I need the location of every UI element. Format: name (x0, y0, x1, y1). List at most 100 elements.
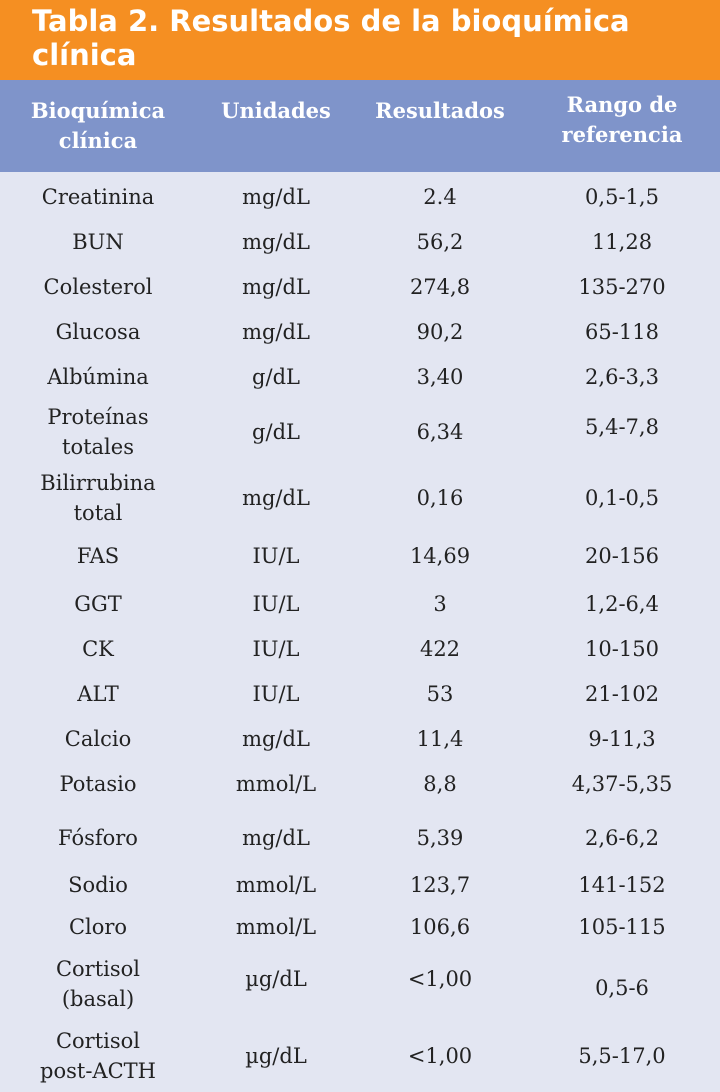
cell-range: 135-270 (578, 274, 666, 299)
cell-result: 0,16 (416, 486, 464, 510)
table-title-bar: Tabla 2. Resultados de la bioquímica clí… (0, 0, 720, 80)
cell-name: Fósforo (58, 826, 138, 850)
cell-range: 2,6-3,3 (585, 364, 659, 389)
table-row: Calcio mg/dL 11,4 9-11,3 (0, 716, 720, 761)
cell-unit: IU/L (252, 591, 300, 616)
cell-range: 4,37-5,35 (571, 771, 673, 796)
cell-unit: mg/dL (242, 184, 310, 209)
table-row: Cloro mmol/L 106,6 105-115 (0, 906, 720, 948)
header-bioquimica: Bioquímica clínica (0, 96, 196, 156)
table-header-row: Bioquímica clínica Unidades Resultados R… (0, 80, 720, 172)
cell-name-line2: (basal) (61, 987, 135, 1011)
cell-name: CK (82, 636, 114, 661)
cell-name: Bilirrubina total (0, 468, 196, 528)
cell-unit: µg/dL (245, 1044, 307, 1068)
cell-name: Cortisol post-ACTH (0, 1026, 196, 1086)
header-bioquimica-line2: clínica (58, 128, 138, 153)
header-rango-line2: referencia (561, 122, 683, 147)
cell-name-line1: Bilirrubina (40, 471, 156, 495)
cell-unit: mg/dL (242, 229, 310, 254)
cell-name: Cortisol (basal) (0, 954, 196, 1014)
table-row: Potasio mmol/L 8,8 4,37-5,35 (0, 761, 720, 806)
table-row: Cortisol (basal) µg/dL <1,00 0,5-6 (0, 948, 720, 1020)
table-row: Colesterol mg/dL 274,8 135-270 (0, 264, 720, 309)
table-title: Tabla 2. Resultados de la bioquímica clí… (32, 4, 630, 72)
table-row: Fósforo mg/dL 5,39 2,6-6,2 (0, 806, 720, 864)
cell-name: ALT (77, 681, 119, 706)
table-row: Cortisol post-ACTH µg/dL <1,00 5,5-17,0 (0, 1020, 720, 1092)
cell-range: 65-118 (585, 319, 659, 344)
cell-name: Potasio (59, 771, 137, 796)
cell-range: 1,2-6,4 (585, 591, 659, 616)
cell-range: 20-156 (585, 544, 659, 568)
cell-unit: µg/dL (245, 967, 307, 991)
header-bioquimica-line1: Bioquímica (30, 98, 166, 123)
cell-name: Glucosa (55, 319, 141, 344)
cell-name: Sodio (68, 873, 128, 897)
cell-result: 14,69 (409, 544, 471, 568)
cell-unit: IU/L (252, 681, 300, 706)
table-row: CK IU/L 422 10-150 (0, 626, 720, 671)
cell-name: GGT (74, 591, 122, 616)
table-row: Glucosa mg/dL 90,2 65-118 (0, 309, 720, 354)
table-row: GGT IU/L 3 1,2-6,4 (0, 581, 720, 626)
cell-result: 11,4 (416, 726, 464, 751)
cell-result: 8,8 (423, 771, 457, 796)
cell-range: 9-11,3 (588, 726, 656, 751)
table-row: Proteínas totales g/dL 6,34 5,4-7,8 (0, 399, 720, 465)
cell-unit: IU/L (252, 544, 300, 568)
cell-result: 3,40 (416, 364, 464, 389)
cell-range: 5,4-7,8 (585, 415, 659, 439)
cell-result: 106,6 (409, 915, 471, 939)
cell-name-line2: post-ACTH (40, 1059, 156, 1083)
cell-name-line2: total (73, 501, 123, 525)
cell-unit: mg/dL (242, 319, 310, 344)
cell-result: 274,8 (409, 274, 471, 299)
cell-range: 11,28 (591, 229, 653, 254)
cell-result: 3 (433, 591, 447, 616)
cell-name: Albúmina (47, 364, 149, 389)
cell-result: 5,39 (416, 826, 464, 850)
table-row: Sodio mmol/L 123,7 141-152 (0, 864, 720, 906)
cell-result: 422 (419, 636, 461, 661)
table-row: Creatinina mg/dL 2.4 0,5-1,5 (0, 174, 720, 219)
table-row: Albúmina g/dL 3,40 2,6-3,3 (0, 354, 720, 399)
cell-unit: g/dL (252, 420, 300, 444)
cell-name: FAS (76, 544, 120, 568)
cell-unit: mg/dL (242, 726, 310, 751)
cell-unit: mmol/L (235, 771, 317, 796)
cell-name: Proteínas totales (0, 402, 196, 462)
cell-range: 5,5-17,0 (578, 1044, 666, 1068)
cell-name: Creatinina (41, 184, 155, 209)
cell-unit: mg/dL (242, 486, 310, 510)
header-unidades: Unidades (221, 98, 331, 123)
cell-unit: mmol/L (235, 915, 317, 939)
cell-result: 56,2 (416, 229, 464, 254)
cell-name: Calcio (64, 726, 132, 751)
cell-name: BUN (72, 229, 124, 254)
cell-range: 10-150 (585, 636, 659, 661)
cell-unit: IU/L (252, 636, 300, 661)
cell-result: 6,34 (416, 420, 464, 444)
cell-name: Cloro (68, 915, 128, 939)
table-row: FAS IU/L 14,69 20-156 (0, 531, 720, 581)
table-row: ALT IU/L 53 21-102 (0, 671, 720, 716)
cell-name-line2: totales (62, 435, 134, 459)
cell-name-line1: Proteínas (47, 405, 149, 429)
cell-range: 0,5-1,5 (585, 184, 659, 209)
cell-result: <1,00 (407, 967, 473, 991)
cell-name-line1: Cortisol (55, 1029, 141, 1053)
cell-result: <1,00 (407, 1044, 473, 1068)
header-resultados: Resultados (375, 98, 505, 123)
table-body: Creatinina mg/dL 2.4 0,5-1,5 BUN mg/dL 56,2 11… (0, 172, 720, 1092)
cell-range: 105-115 (578, 915, 666, 939)
cell-result: 53 (426, 681, 454, 706)
cell-unit: mg/dL (242, 274, 310, 299)
cell-name-line1: Cortisol (55, 957, 141, 981)
cell-result: 2.4 (423, 184, 457, 209)
table-row: BUN mg/dL 56,2 11,28 (0, 219, 720, 264)
cell-range: 0,5-6 (595, 976, 649, 1000)
cell-name: Colesterol (43, 274, 153, 299)
table-row: Bilirrubina total mg/dL 0,16 0,1-0,5 (0, 465, 720, 531)
cell-range: 21-102 (585, 681, 659, 706)
